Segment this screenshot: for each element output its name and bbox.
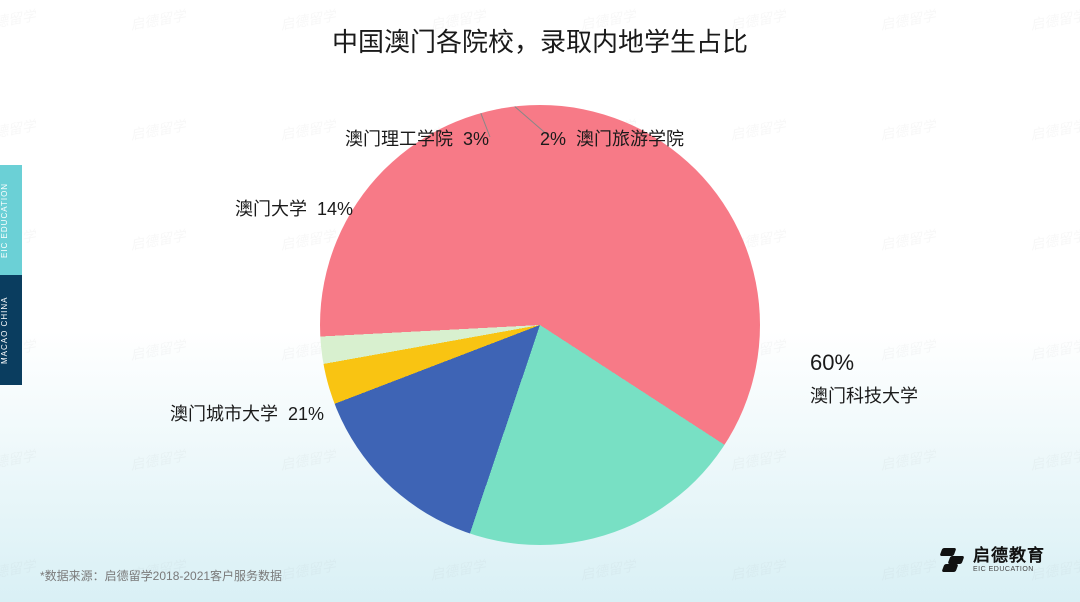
side-tab: EIC EDUCATION MACAO CHINA [0, 165, 22, 385]
slice-label: 60% 澳门科技大学 [810, 350, 918, 408]
slice-name: 澳门科技大学 [810, 382, 918, 408]
chart-title: 中国澳门各院校，录取内地学生占比 [0, 22, 1080, 59]
slice-label: 澳门理工学院 3% [345, 125, 489, 151]
side-tab-line2: MACAO CHINA [0, 275, 9, 385]
brand-name-en: EIC EDUCATION [973, 566, 1045, 573]
slice-label: 澳门城市大学 21% [170, 400, 324, 426]
slice-pct: 2% [540, 129, 566, 149]
slice-pct: 14% [317, 199, 353, 219]
slice-name: 澳门旅游学院 [576, 129, 684, 149]
brand-logo: 启德教育 EIC EDUCATION [939, 546, 1045, 574]
data-source-footnote: *数据来源：启德留学2018-2021客户服务数据 [40, 567, 282, 584]
pie-chart [320, 105, 760, 545]
slice-label: 澳门大学 14% [235, 195, 353, 221]
slice-name: 澳门理工学院 [345, 129, 453, 149]
slice-pct: 21% [288, 404, 324, 424]
slice-name: 澳门大学 [235, 199, 307, 219]
side-tab-line1: EIC EDUCATION [0, 165, 9, 275]
brand-icon [939, 546, 967, 574]
slice-pct: 60% [810, 350, 918, 376]
brand-name-cn: 启德教育 [973, 547, 1045, 564]
slice-pct: 3% [463, 129, 489, 149]
slice-label: 2% 澳门旅游学院 [540, 125, 684, 151]
slice-name: 澳门城市大学 [170, 404, 278, 424]
